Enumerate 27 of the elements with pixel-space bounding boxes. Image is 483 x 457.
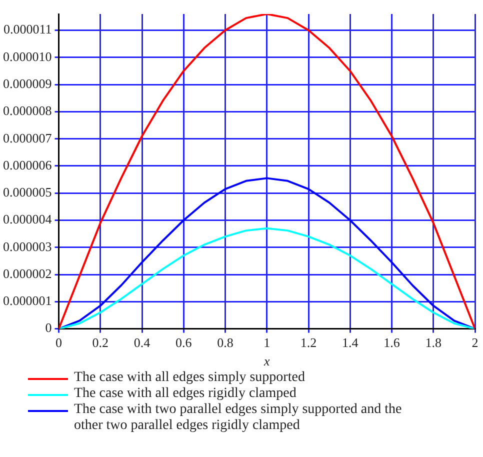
x-tick-label: 0 — [56, 335, 62, 350]
y-tick-label: 0 — [45, 320, 52, 336]
legend-label: The case with all edges rigidly clamped — [74, 386, 296, 402]
y-tick-label: 0.000006 — [3, 157, 52, 172]
y-tick-label: 0.000001 — [3, 293, 52, 308]
y-tick-label: 0.000003 — [3, 238, 52, 254]
y-tick-label: 0.000002 — [3, 266, 52, 281]
y-tick-label: 0.000008 — [3, 103, 52, 118]
x-tick-label: 1 — [264, 335, 270, 350]
x-tick-label: 1.8 — [425, 335, 442, 350]
y-tick-label: 0.000005 — [3, 184, 52, 200]
y-tick-label: 0.000007 — [3, 130, 52, 146]
y-tick-label: 0.000010 — [3, 48, 52, 64]
x-tick-label: 0.4 — [134, 335, 151, 350]
x-tick-label: 0.8 — [217, 335, 234, 350]
y-tick-label: 0.000004 — [3, 212, 52, 227]
legend-label: The case with two parallel edges simply supported and the other two parallel edges rigidly clamped — [74, 402, 403, 434]
x-tick-label: 1.2 — [300, 335, 317, 350]
legend-label: The case with all edges simply supported — [74, 370, 305, 386]
y-tick-label: 0.000011 — [3, 22, 52, 37]
x-tick-label: 1.4 — [342, 335, 359, 350]
x-tick-label: 0.2 — [92, 335, 108, 350]
x-axis-title: x — [262, 354, 270, 369]
x-tick-label: 0.6 — [176, 335, 192, 350]
y-tick-label: 0.000009 — [3, 76, 52, 91]
x-tick-label: 1.6 — [384, 335, 400, 350]
x-tick-label: 2 — [472, 335, 478, 350]
